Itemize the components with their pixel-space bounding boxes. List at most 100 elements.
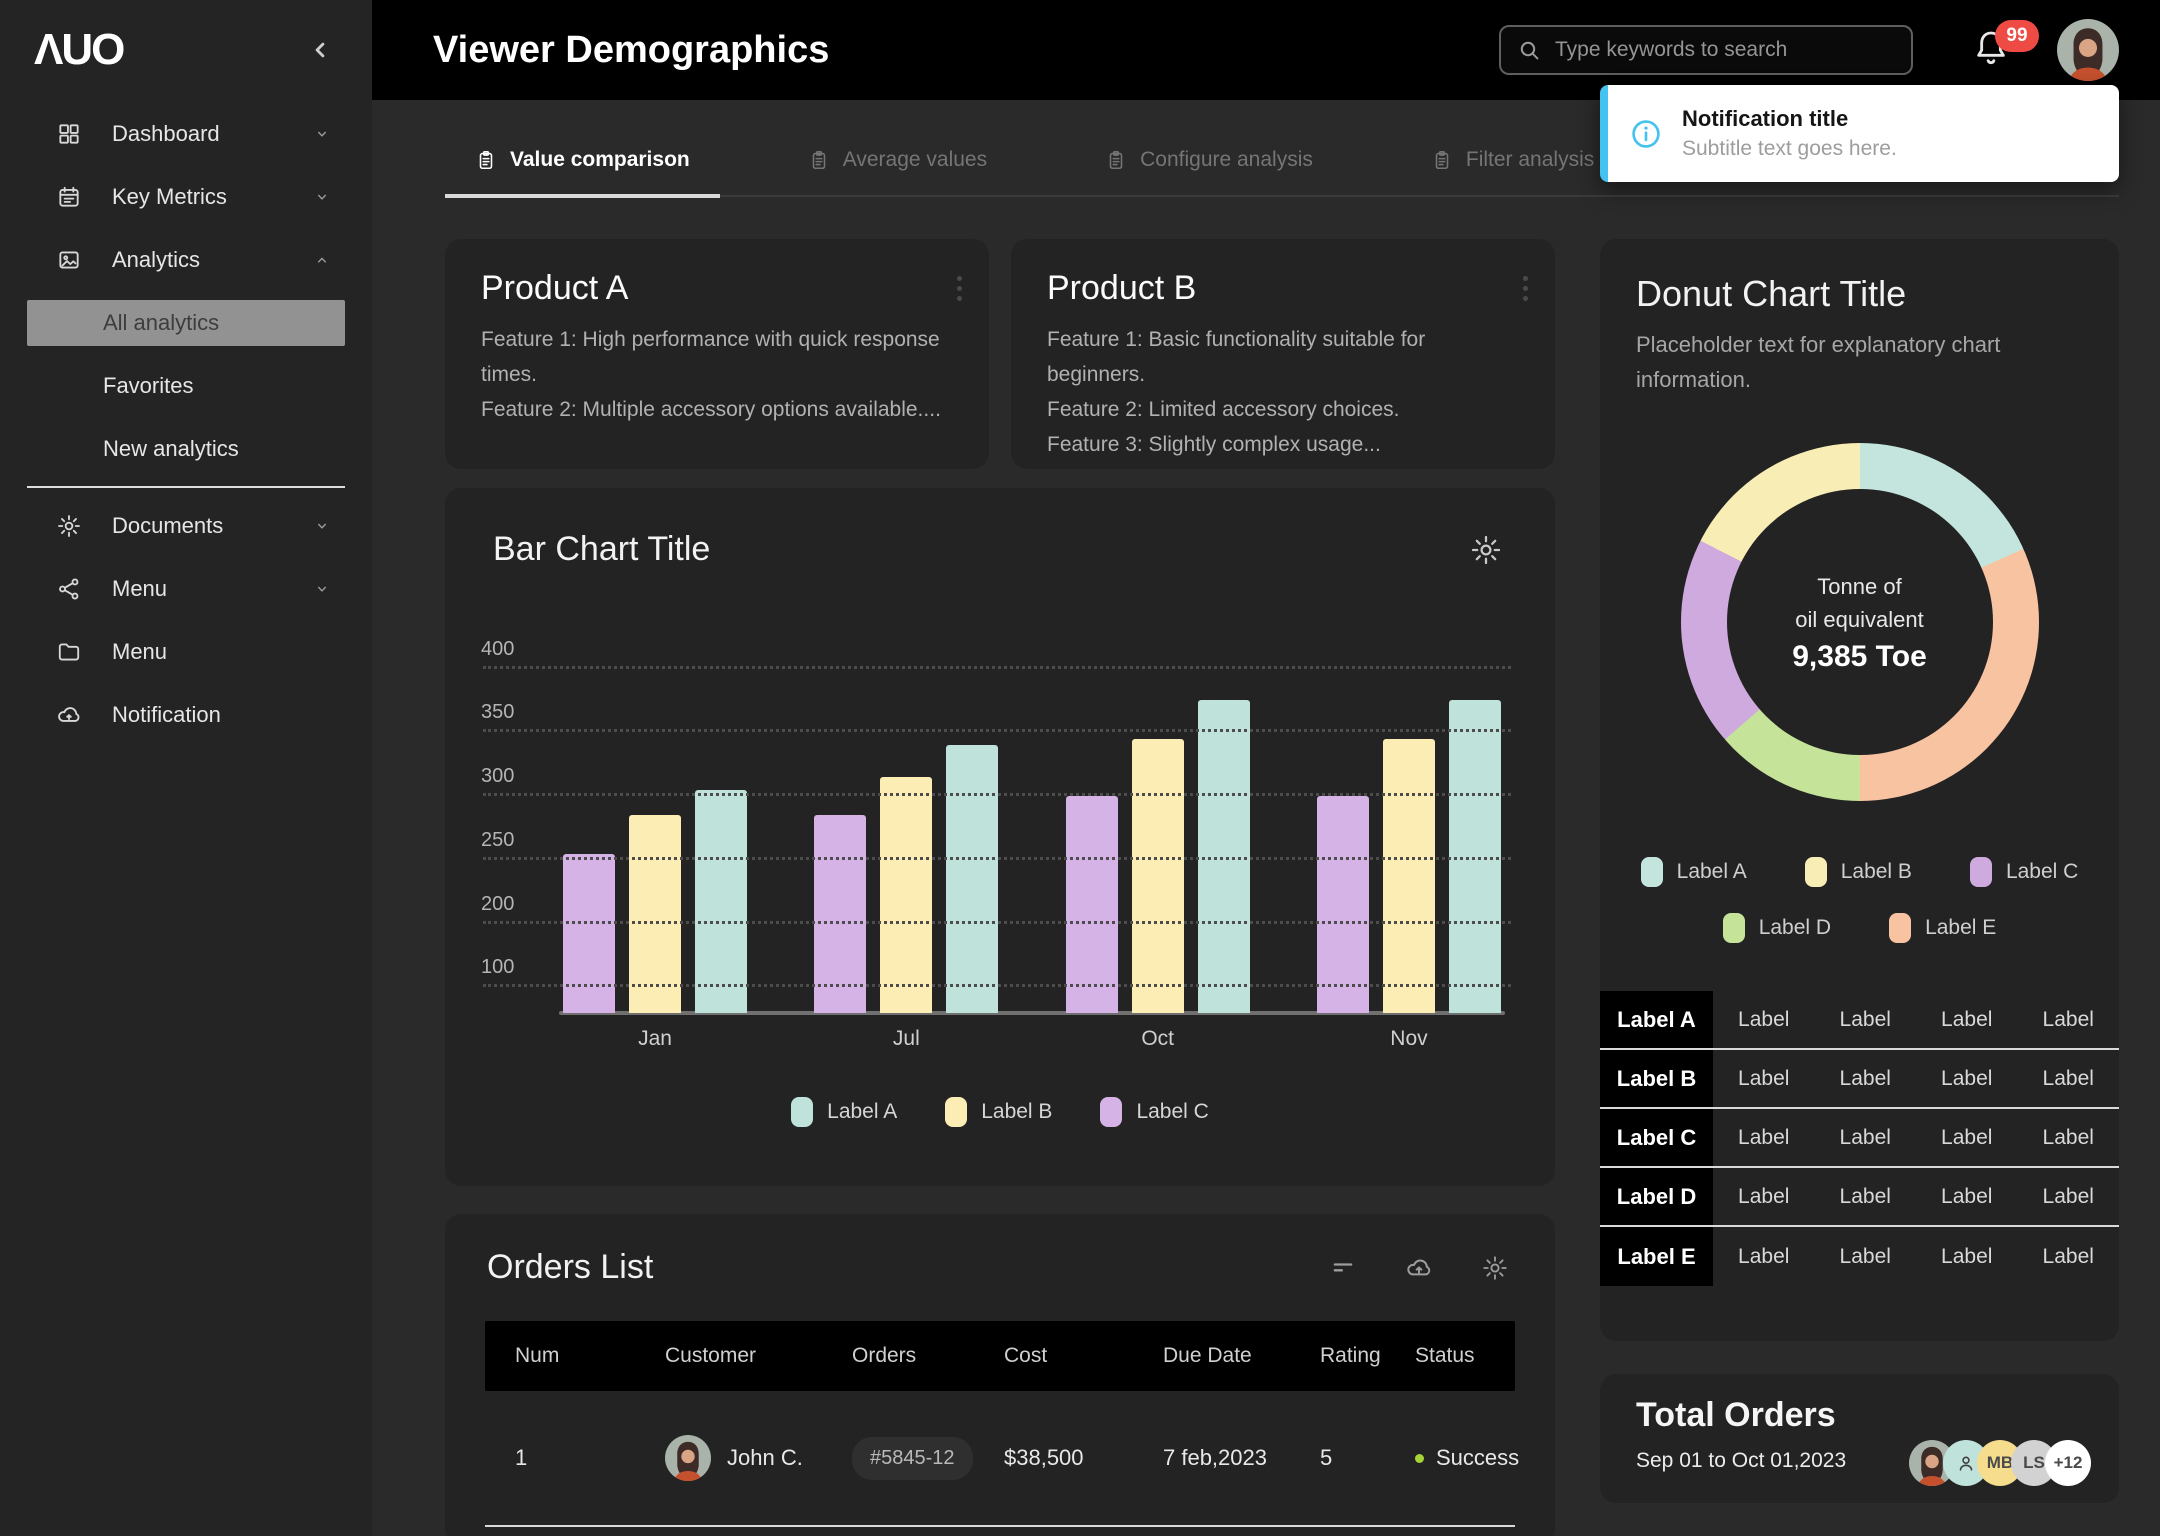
- gridline: [483, 793, 1511, 797]
- table-cell: Label: [2042, 1125, 2094, 1149]
- table-row[interactable]: Label D Label Label Label Label: [1600, 1168, 2119, 1227]
- legend-item-label-a: Label A: [1640, 857, 1747, 887]
- bar-label-b: [1382, 738, 1435, 1013]
- search-input[interactable]: [1555, 38, 1895, 62]
- legend-label: Label D: [1758, 916, 1832, 939]
- clipboard-icon: [808, 149, 830, 171]
- sidebar-item-documents[interactable]: Documents: [0, 494, 372, 557]
- tab-value-comparison[interactable]: Value comparison: [445, 148, 720, 198]
- column-header-due-date: Due Date: [1163, 1344, 1252, 1367]
- sidebar-item-dashboard[interactable]: Dashboard: [0, 102, 372, 165]
- legend-item-label-b: Label B: [945, 1097, 1052, 1127]
- table-cell: Label: [1839, 1007, 1891, 1031]
- legend-swatch: [1100, 1097, 1123, 1127]
- sidebar-divider: [27, 486, 345, 488]
- gear-icon: [56, 513, 82, 539]
- sidebar-item-notification[interactable]: Notification: [0, 683, 372, 746]
- cloud-upload-icon[interactable]: [1405, 1254, 1433, 1282]
- gridline: [483, 920, 1511, 924]
- sidebar-item-all-analytics[interactable]: All analytics: [0, 291, 372, 354]
- sidebar-item-analytics[interactable]: Analytics: [0, 228, 372, 291]
- sidebar-item-new-analytics[interactable]: New analytics: [0, 417, 372, 480]
- share-icon: [56, 576, 82, 602]
- column-header-orders: Orders: [852, 1344, 917, 1367]
- feature-text: Feature 1: Basic functionality suitable …: [1047, 328, 1426, 386]
- x-axis-line: [559, 1011, 1505, 1015]
- y-tick-label: 100: [481, 956, 515, 979]
- bar-chart-title: Bar Chart Title: [493, 530, 711, 568]
- legend-label: Label A: [827, 1100, 898, 1123]
- legend-swatch: [1969, 857, 1992, 887]
- bar-chart-legend: Label A Label B Label C: [475, 1097, 1525, 1127]
- tab-configure-analysis[interactable]: Configure analysis: [1075, 148, 1343, 198]
- order-id-chip: #5845-12: [852, 1436, 973, 1480]
- product-b-card: Product B Feature 1: Basic functionality…: [1011, 239, 1555, 469]
- row-header-cell: Label B: [1600, 1050, 1713, 1107]
- row-header-cell: Label C: [1600, 1109, 1713, 1166]
- tab-label: Filter analysis: [1465, 148, 1595, 171]
- orders-table-header: Num Customer Orders Cost Due Date Rating Statu…: [485, 1321, 1515, 1391]
- gear-icon[interactable]: [1469, 533, 1503, 567]
- table-cell: Label: [2042, 1244, 2094, 1268]
- column-header-rating: Rating: [1320, 1344, 1381, 1367]
- x-axis-labels: Jan Jul Oct Nov: [563, 1027, 1501, 1051]
- sidebar-item-label: Menu: [112, 575, 168, 601]
- top-header: Viewer Demographics 99: [372, 0, 2160, 100]
- user-avatar[interactable]: [2057, 19, 2119, 81]
- auo-logo: ΛUO: [34, 25, 125, 74]
- feature-text: Feature 3: Slightly complex usage...: [1047, 433, 1381, 456]
- table-row[interactable]: Label C Label Label Label Label: [1600, 1109, 2119, 1168]
- kebab-menu-icon[interactable]: [957, 271, 963, 306]
- gridline: [483, 984, 1511, 988]
- x-tick-label: Oct: [1141, 1027, 1174, 1050]
- table-cell: Label: [2042, 1184, 2094, 1208]
- sidebar-item-favorites[interactable]: Favorites: [0, 354, 372, 417]
- tab-label: Configure analysis: [1140, 148, 1313, 171]
- tab-filter-analysis[interactable]: Filter analysis: [1401, 148, 1624, 198]
- clipboard-icon: [1105, 149, 1127, 171]
- feature-text: Feature 2: Limited accessory choices.: [1047, 398, 1400, 421]
- sidebar-item-menu[interactable]: Menu: [0, 557, 372, 620]
- column-header-num: Num: [515, 1344, 560, 1367]
- table-row[interactable]: Label E Label Label Label Label: [1600, 1227, 2119, 1286]
- person-icon: [1955, 1452, 1977, 1474]
- legend-swatch: [945, 1097, 968, 1127]
- chevron-down-icon: [312, 516, 332, 536]
- kebab-menu-icon[interactable]: [1523, 271, 1529, 306]
- order-row[interactable]: 1 John C. #5845-12 $38,500 7 feb,2023 5 Succes…: [485, 1391, 1519, 1527]
- gear-icon[interactable]: [1481, 1254, 1509, 1282]
- y-tick-label: 250: [481, 828, 515, 851]
- sidebar-subitem-label: All analytics: [27, 299, 345, 346]
- sidebar-item-label: Menu: [112, 638, 168, 664]
- table-cell: Label: [1941, 1066, 1993, 1090]
- table-cell: Label: [1738, 1066, 1790, 1090]
- status-label: Success: [1436, 1445, 1520, 1470]
- chevron-down-icon: [312, 124, 332, 144]
- customer-avatar: [665, 1435, 711, 1481]
- stacked-initials-avatar[interactable]: +12: [2045, 1439, 2091, 1486]
- table-row[interactable]: Label A Label Label Label Label: [1600, 991, 2119, 1050]
- bar-plot: 400 350 300 250 200 100: [475, 638, 1525, 1015]
- sidebar-collapse-icon[interactable]: [306, 36, 334, 64]
- notification-bell[interactable]: 99: [1971, 20, 2039, 72]
- table-row[interactable]: Label B Label Label Label Label: [1600, 1050, 2119, 1109]
- donut-legend-row: Label A Label B Label C: [1636, 857, 2083, 887]
- table-cell: Label: [2042, 1007, 2094, 1031]
- notification-toast[interactable]: Notification title Subtitle text goes he…: [1600, 85, 2119, 182]
- bar-group-oct: [1065, 700, 1250, 1013]
- sidebar-item-menu[interactable]: Menu: [0, 620, 372, 683]
- sidebar-item-key-metrics[interactable]: Key Metrics: [0, 165, 372, 228]
- legend-swatch: [1640, 857, 1663, 887]
- bar-label-a: [1197, 700, 1250, 1013]
- tab-average-values[interactable]: Average values: [778, 148, 1017, 198]
- order-cost: $38,500: [1004, 1445, 1084, 1470]
- sort-icon[interactable]: [1329, 1254, 1357, 1282]
- bar-label-a: [695, 789, 747, 1013]
- legend-label: Label C: [2005, 860, 2079, 883]
- y-tick-label: 400: [481, 637, 515, 660]
- search-box[interactable]: [1499, 25, 1913, 75]
- clipboard-icon: [1431, 149, 1453, 171]
- bars-area: [563, 643, 1501, 1013]
- order-id: #5845-12: [852, 1436, 1004, 1480]
